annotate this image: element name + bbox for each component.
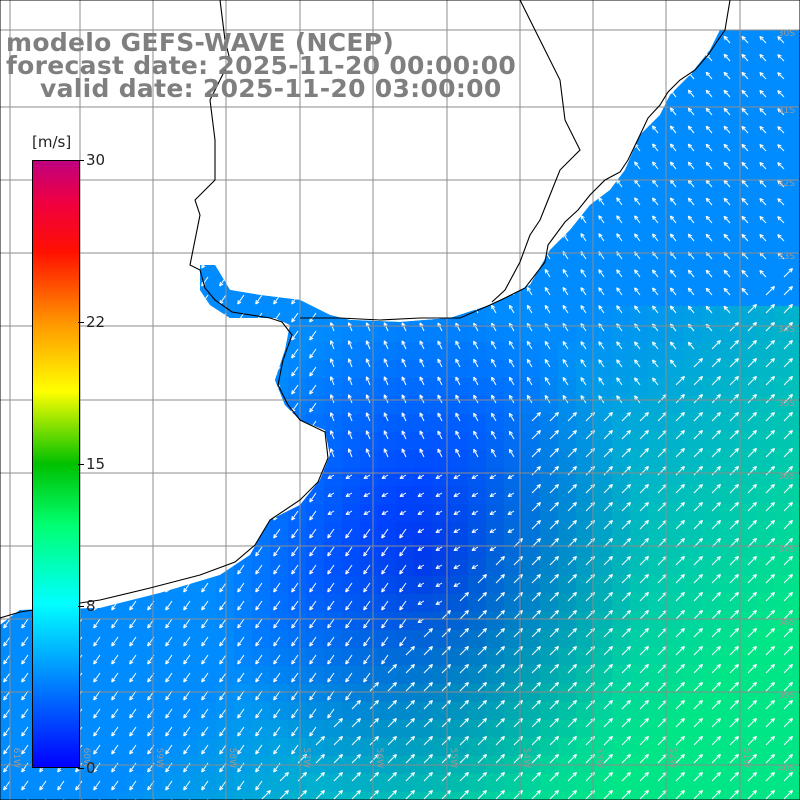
colorbar-tick-label: 8: [86, 596, 96, 615]
lon-label: 60W: [81, 748, 91, 768]
lon-label: 56W: [374, 748, 384, 768]
lon-label: 52W: [667, 748, 677, 768]
lon-label: 61W: [11, 748, 21, 768]
lon-label: 53W: [594, 748, 604, 768]
colorbar-tick-mark: [78, 605, 84, 607]
colorbar-tick-label: 30: [86, 151, 106, 169]
lat-label: 39S: [778, 691, 795, 701]
colorbar-tick-mark: [78, 160, 84, 161]
lon-label: 57W: [301, 748, 311, 768]
lon-label: 58W: [227, 748, 237, 768]
lat-label: 34S: [778, 325, 795, 335]
colorbar-tick-label: 22: [86, 313, 106, 332]
lon-label: 59W: [154, 748, 164, 768]
lat-label: 38S: [778, 618, 795, 628]
coastline: [0, 0, 731, 619]
colorbar-unit: [m/s]: [32, 133, 72, 151]
lon-label: 55W: [448, 748, 458, 768]
lat-label: 40S: [778, 764, 795, 774]
lat-label: 36S: [778, 472, 795, 482]
model-title: modelo GEFS-WAVE (NCEP): [6, 28, 395, 57]
colorbar: [32, 160, 80, 768]
lat-label: 33S: [778, 252, 795, 262]
lon-label: 51W: [741, 748, 751, 768]
lat-label: 32S: [778, 179, 795, 189]
lon-label: 54W: [521, 748, 531, 768]
colorbar-tick-label: 15: [86, 455, 106, 473]
colorbar-tick-label: 0: [86, 759, 96, 777]
colorbar-tick-mark: [78, 464, 84, 465]
lat-label: 37S: [778, 545, 795, 555]
colorbar-tick-mark: [78, 322, 84, 324]
valid-date: valid date: 2025-11-20 03:00:00: [40, 74, 502, 103]
forecast-date: forecast date: 2025-11-20 00:00:00: [6, 51, 517, 80]
lat-label: 31S: [778, 106, 795, 116]
lat-label: 30S: [778, 29, 795, 39]
colorbar-tick-mark: [78, 768, 84, 769]
lat-label: 35S: [778, 399, 795, 409]
